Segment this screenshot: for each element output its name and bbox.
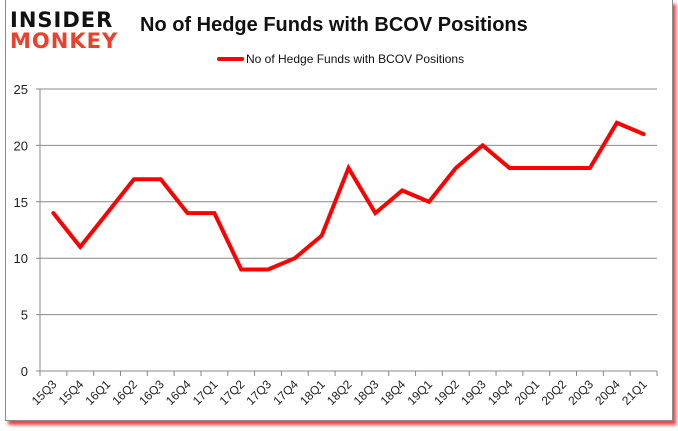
x-tick-label: 18Q1 — [297, 377, 328, 408]
y-tick-label: 10 — [14, 251, 28, 266]
x-tick-label: 16Q2 — [109, 377, 140, 408]
x-tick-label: 16Q3 — [136, 377, 167, 408]
logo-line-1: INSIDER — [10, 8, 114, 32]
x-tick-label: 15Q3 — [29, 377, 60, 408]
x-tick-label: 17Q1 — [190, 377, 221, 408]
series-line — [51, 120, 646, 272]
chart-legend: No of Hedge Funds with BCOV Positions — [217, 52, 464, 66]
chart-frame — [5, 0, 673, 421]
x-tick-label: 20Q4 — [592, 377, 623, 408]
x-tick-label: 17Q2 — [217, 377, 248, 408]
x-tick-label: 19Q1 — [404, 377, 435, 408]
legend-label: No of Hedge Funds with BCOV Positions — [246, 52, 465, 66]
y-tick-label: 0 — [21, 364, 28, 379]
x-tick-label: 19Q4 — [485, 377, 516, 408]
x-tick-label: 15Q4 — [56, 377, 87, 408]
legend-line-swatch — [217, 57, 244, 61]
x-tick-label: 20Q2 — [539, 377, 570, 408]
x-tick-label: 17Q3 — [243, 377, 274, 408]
x-tick-label: 16Q1 — [83, 377, 114, 408]
x-tick-label: 17Q4 — [270, 377, 301, 408]
chart-title: No of Hedge Funds with BCOV Positions — [140, 14, 528, 36]
y-tick-label: 20 — [14, 138, 28, 153]
x-tick-label: 18Q2 — [324, 377, 355, 408]
x-tick-label: 20Q3 — [565, 377, 596, 408]
y-tick-label: 5 — [21, 308, 28, 323]
x-tick-label: 19Q2 — [431, 377, 462, 408]
logo-line-2: MONKEY — [10, 29, 119, 53]
x-tick-label: 16Q4 — [163, 377, 194, 408]
x-tick-label: 18Q3 — [351, 377, 382, 408]
x-tick-label: 19Q3 — [458, 377, 489, 408]
x-tick-label: 20Q1 — [512, 377, 543, 408]
x-tick-label: 21Q1 — [619, 377, 650, 408]
x-tick-label: 18Q4 — [378, 377, 409, 408]
insider-monkey-logo: INSIDER MONKEY — [10, 8, 128, 54]
y-tick-label: 15 — [14, 195, 28, 210]
y-tick-label: 25 — [14, 82, 28, 97]
